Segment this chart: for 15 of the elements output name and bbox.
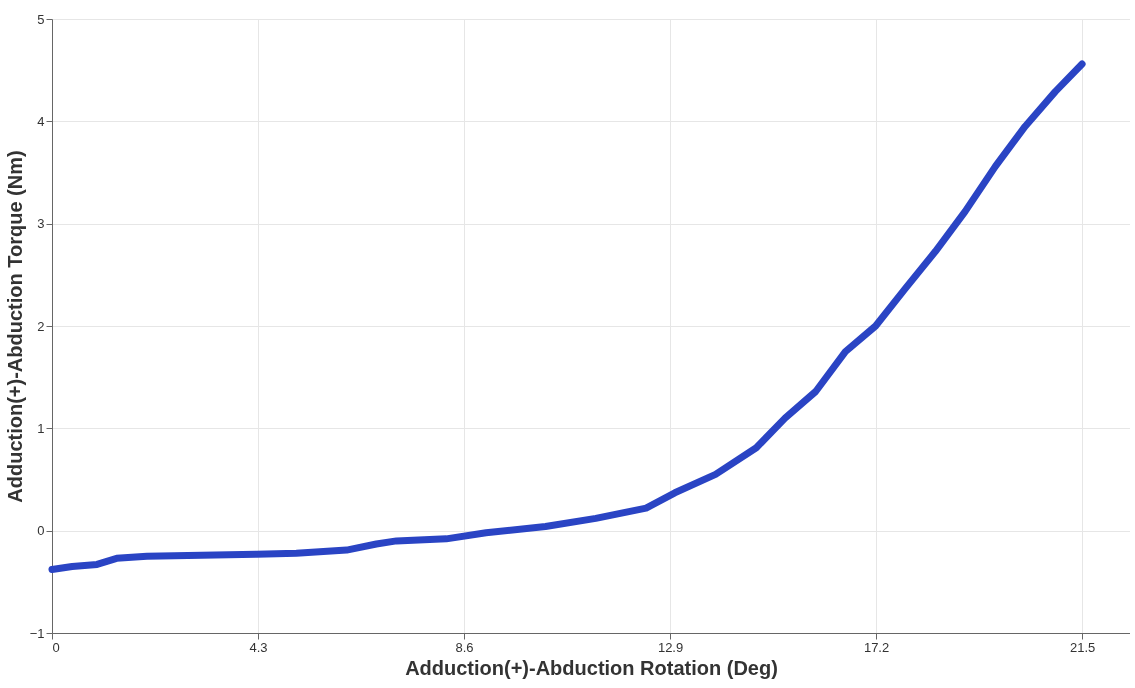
x-tick-label: 12.9 — [657, 639, 684, 655]
x-tick-label: 17.2 — [863, 639, 890, 655]
x-axis-title: Adduction(+)-Abduction Rotation (Deg) — [405, 656, 778, 679]
y-axis-title: Adduction(+)-Abduction Torque (Nm) — [3, 150, 26, 503]
x-tick-label: 21.5 — [1069, 639, 1096, 655]
y-tick-label: 2 — [37, 318, 45, 334]
y-tick-label: 5 — [37, 11, 45, 27]
y-tick-label: −1 — [29, 625, 45, 641]
y-tick-label: 0 — [37, 523, 45, 539]
y-tick-label: 1 — [37, 420, 45, 436]
x-tick-label: 4.3 — [249, 639, 268, 655]
x-tick-label: 0 — [52, 639, 60, 655]
y-tick-label: 4 — [37, 113, 45, 129]
y-tick-label: 3 — [37, 216, 45, 232]
x-tick-label: 8.6 — [455, 639, 474, 655]
